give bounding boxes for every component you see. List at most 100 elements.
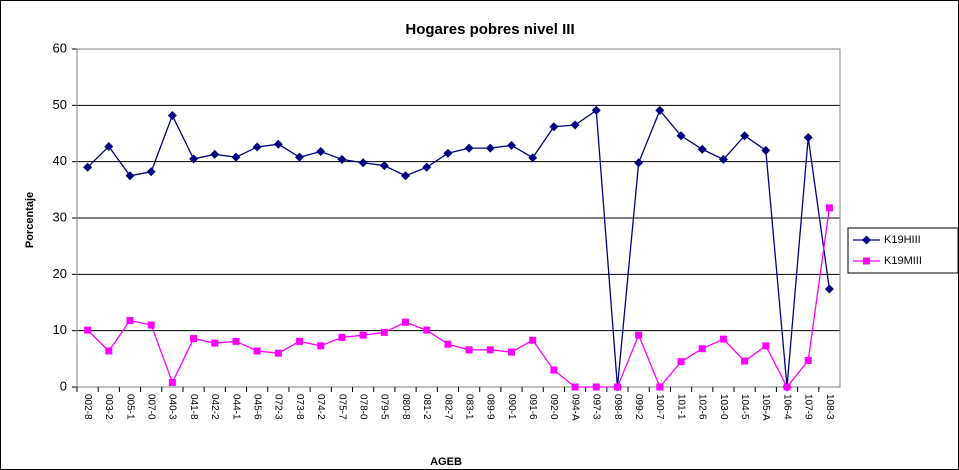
y-tick-label: 60 <box>53 40 67 55</box>
point <box>401 171 411 181</box>
chart-title: Hogares pobres nivel III <box>405 21 574 38</box>
point <box>549 122 559 132</box>
x-tick-label: 002-8 <box>82 394 93 420</box>
y-tick-label: 40 <box>53 153 67 168</box>
x-tick-label: 073-8 <box>294 394 305 420</box>
point <box>317 342 325 350</box>
point <box>252 142 262 152</box>
point <box>507 348 515 356</box>
point <box>380 328 388 336</box>
point <box>591 105 601 115</box>
x-tick-label: 003-2 <box>103 394 114 420</box>
x-tick-label: 040-3 <box>167 394 178 420</box>
point <box>634 158 644 168</box>
point <box>824 284 834 294</box>
x-tick-label: 097-3 <box>591 394 602 420</box>
point <box>359 331 367 339</box>
point <box>655 105 665 115</box>
point <box>210 149 220 159</box>
point <box>84 326 92 334</box>
point <box>337 154 347 164</box>
point <box>676 131 686 141</box>
point <box>529 336 537 344</box>
point <box>485 143 495 153</box>
y-tick-label: 20 <box>53 266 67 281</box>
point <box>464 143 474 153</box>
point <box>570 120 580 130</box>
point <box>718 154 728 164</box>
point <box>741 357 749 365</box>
point <box>761 145 771 155</box>
x-tick-label: 083-1 <box>463 394 474 420</box>
legend-marker <box>862 235 871 245</box>
x-axis-label: AGEB <box>430 456 462 468</box>
x-tick-label: 045-6 <box>252 394 263 420</box>
point <box>379 161 389 171</box>
y-tick-label: 0 <box>60 378 67 393</box>
series-line <box>87 207 831 389</box>
point <box>635 331 643 339</box>
x-tick-label: 104-5 <box>739 394 750 420</box>
point <box>783 383 791 391</box>
point <box>316 147 326 157</box>
point <box>338 333 346 341</box>
point <box>253 347 261 355</box>
y-axis-label: Porcentaje <box>24 192 36 248</box>
x-tick-label: 108-3 <box>824 394 835 420</box>
point <box>232 337 240 345</box>
legend-label: K19HIII <box>884 234 921 246</box>
x-tick-label: 075-7 <box>336 394 347 420</box>
point <box>189 154 199 164</box>
point <box>677 358 685 366</box>
point <box>295 152 305 162</box>
x-tick-label: 092-0 <box>548 394 559 420</box>
point <box>465 346 473 354</box>
point <box>719 335 727 343</box>
point <box>168 378 176 386</box>
x-tick-label: 107-9 <box>803 394 814 420</box>
point <box>486 346 494 354</box>
x-tick-label: 091-6 <box>527 394 538 420</box>
point <box>273 139 283 149</box>
point <box>444 340 452 348</box>
point <box>550 366 558 374</box>
y-tick-label: 10 <box>53 322 67 337</box>
x-tick-label: 080-8 <box>400 394 411 420</box>
x-tick-label: 079-5 <box>379 394 390 420</box>
point <box>613 383 621 391</box>
point <box>231 152 241 162</box>
x-tick-label: 103-0 <box>718 394 729 420</box>
point <box>656 383 664 391</box>
point <box>274 349 282 357</box>
point <box>698 345 706 353</box>
x-tick-label: 106-4 <box>781 394 792 420</box>
point <box>528 153 538 163</box>
point <box>697 144 707 154</box>
point <box>105 347 113 355</box>
x-tick-label: 101-1 <box>675 394 686 420</box>
point <box>190 335 198 343</box>
legend-box <box>847 227 959 274</box>
x-tick-label: 089-9 <box>485 394 496 420</box>
point <box>762 342 770 350</box>
x-tick-label: 072-3 <box>273 394 284 420</box>
point <box>571 383 579 391</box>
legend-label: K19MIII <box>884 255 922 267</box>
x-tick-label: 098-8 <box>612 394 623 420</box>
x-tick-label: 078-0 <box>357 394 368 420</box>
point <box>803 132 813 142</box>
x-tick-label: 074-2 <box>315 394 326 420</box>
point <box>147 321 155 329</box>
x-tick-label: 090-1 <box>506 394 517 420</box>
legend-marker <box>863 257 870 265</box>
x-tick-label: 044-1 <box>230 394 241 420</box>
x-tick-label: 082-7 <box>442 394 453 420</box>
x-tick-label: 081-2 <box>421 394 432 420</box>
x-tick-label: 042-2 <box>209 394 220 420</box>
point <box>402 318 410 326</box>
x-tick-label: 041-8 <box>188 394 199 420</box>
point <box>146 167 156 177</box>
x-tick-label: 099-2 <box>633 394 644 420</box>
point <box>443 148 453 158</box>
